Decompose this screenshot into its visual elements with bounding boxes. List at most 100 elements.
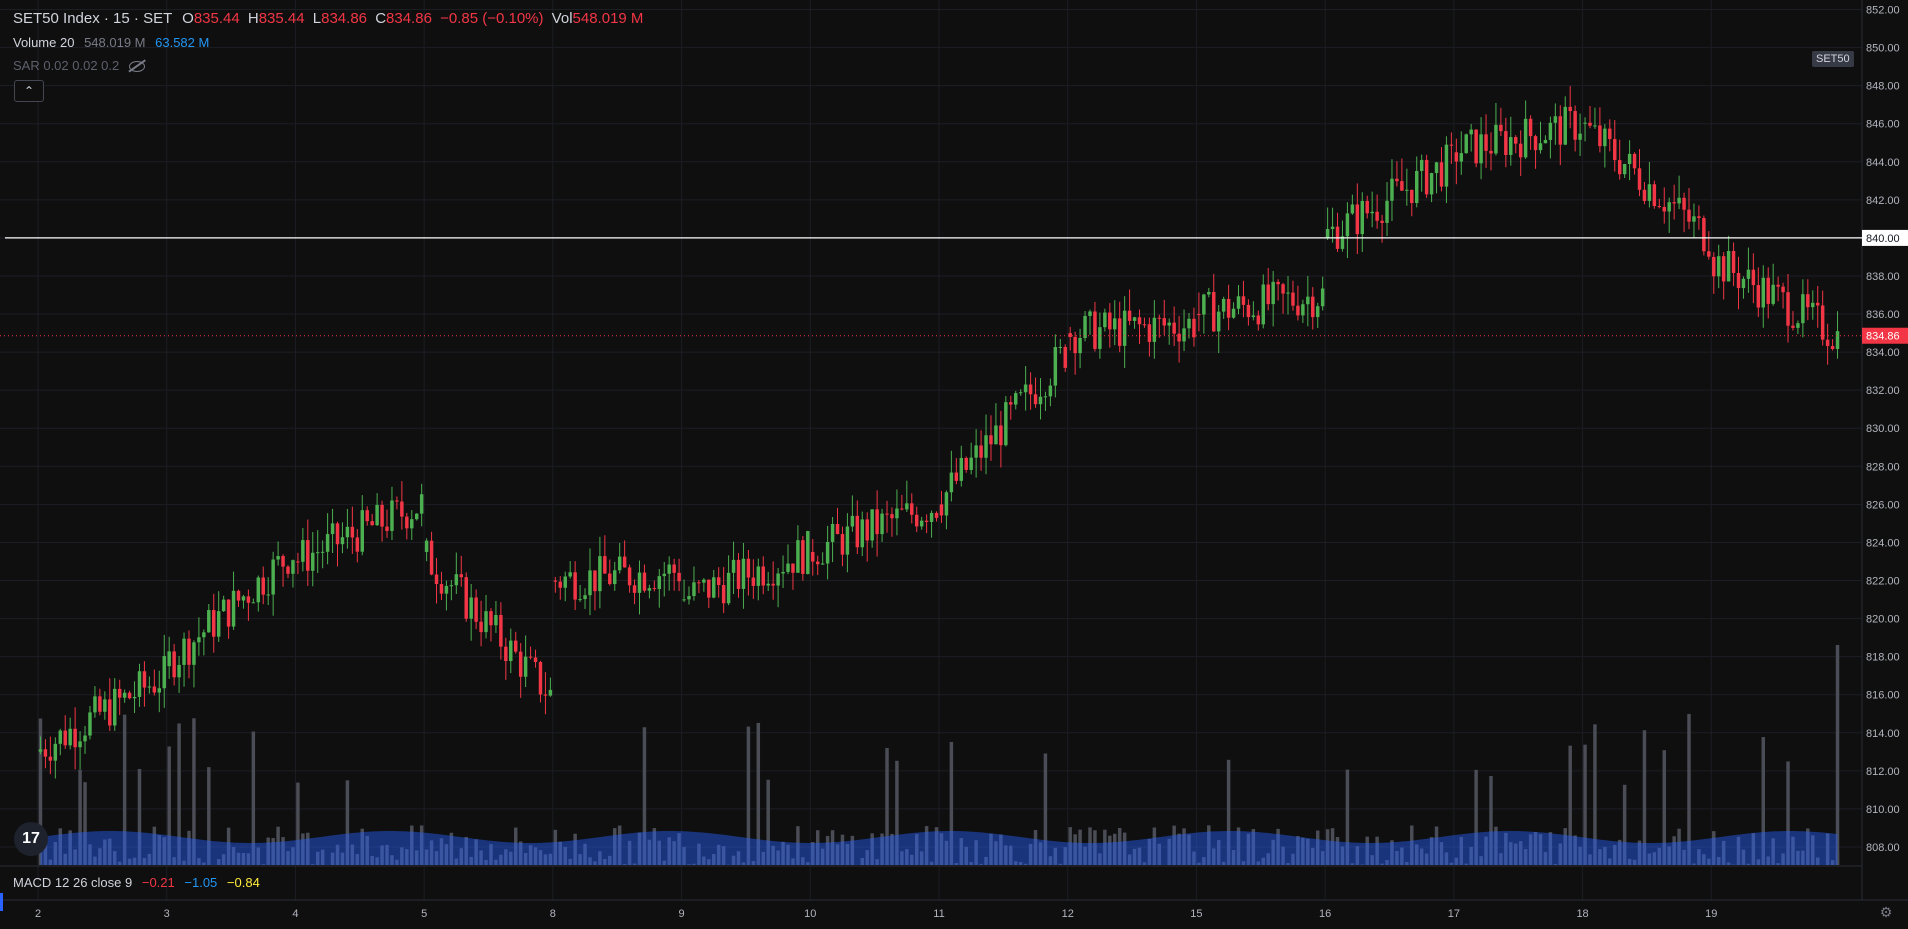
volume-bar bbox=[1375, 836, 1379, 865]
candle-body bbox=[1726, 250, 1731, 282]
candle-body bbox=[1459, 153, 1464, 162]
volume-bar bbox=[518, 841, 523, 865]
volume-bar bbox=[78, 769, 82, 865]
candle-body bbox=[1053, 347, 1058, 386]
candle-body bbox=[855, 515, 860, 548]
candle-body bbox=[1103, 312, 1107, 328]
candle-body bbox=[444, 585, 449, 594]
y-tick-label: 830.00 bbox=[1866, 423, 1900, 435]
candle-body bbox=[464, 577, 468, 619]
candle-body bbox=[1469, 129, 1473, 135]
candle-body bbox=[563, 576, 567, 588]
candle-body bbox=[1454, 152, 1459, 162]
candle-body bbox=[1068, 333, 1072, 337]
candle-body bbox=[830, 523, 835, 542]
symbol-title[interactable]: SET50 Index · 15 · SET bbox=[13, 10, 172, 27]
candle-body bbox=[246, 596, 251, 603]
volume-bar bbox=[1563, 828, 1567, 865]
macd-value: −0.21 bbox=[141, 875, 175, 890]
volume-bar bbox=[860, 857, 864, 865]
volume-bar bbox=[474, 839, 478, 865]
volume-bar bbox=[360, 828, 364, 865]
volume-bar bbox=[1023, 863, 1028, 865]
volume-bar bbox=[509, 851, 513, 865]
volume-bar bbox=[1053, 847, 1058, 865]
volume-bar bbox=[568, 858, 572, 865]
volume-bar bbox=[449, 832, 454, 865]
volume-bar bbox=[1009, 845, 1013, 865]
candle-body bbox=[419, 494, 424, 514]
candle-body bbox=[1825, 339, 1830, 347]
candle-body bbox=[1672, 202, 1676, 204]
candle-body bbox=[1751, 269, 1756, 286]
candle-body bbox=[93, 696, 97, 713]
volume-legend[interactable]: Volume 20 548.019 M 63.582 M bbox=[13, 35, 209, 50]
candle-body bbox=[964, 457, 968, 470]
volume-bar bbox=[108, 838, 112, 865]
volume-bar bbox=[340, 852, 345, 865]
volume-bar bbox=[870, 833, 874, 865]
collapse-legend-button[interactable]: ⌃ bbox=[14, 80, 44, 102]
volume-bar bbox=[905, 849, 909, 865]
candle-body bbox=[1385, 200, 1389, 223]
candle-body bbox=[489, 611, 493, 626]
candle-body bbox=[1137, 317, 1142, 325]
candle-body bbox=[1514, 137, 1518, 144]
candle-body bbox=[1172, 322, 1176, 334]
volume-bar bbox=[1207, 825, 1211, 865]
candle-body bbox=[1296, 305, 1300, 316]
volume-bar bbox=[578, 854, 582, 865]
volume-bar bbox=[885, 748, 889, 865]
volume-bar bbox=[1231, 850, 1236, 865]
volume-bar bbox=[241, 852, 246, 865]
y-tick-label: 810.00 bbox=[1866, 804, 1900, 816]
candle-body bbox=[1108, 312, 1112, 330]
candle-body bbox=[895, 508, 899, 519]
volume-bar bbox=[281, 837, 285, 865]
candle-body bbox=[1167, 322, 1171, 326]
volume-bar bbox=[1014, 861, 1018, 865]
candle-body bbox=[746, 558, 751, 578]
low-label: L bbox=[312, 10, 322, 27]
candle-body bbox=[905, 503, 909, 510]
tradingview-logo-icon[interactable]: 17 bbox=[14, 822, 48, 856]
candle-body bbox=[276, 556, 280, 560]
candle-body bbox=[261, 577, 265, 595]
candle-body bbox=[880, 513, 884, 535]
candle-body bbox=[1796, 323, 1800, 328]
eye-off-icon[interactable] bbox=[128, 61, 145, 73]
candle-body bbox=[1523, 118, 1528, 158]
volume-bar bbox=[702, 856, 706, 865]
candle-body bbox=[1736, 272, 1741, 289]
candle-body bbox=[1004, 402, 1008, 446]
volume-bar bbox=[865, 850, 869, 865]
candle-body bbox=[1593, 125, 1597, 127]
macd-legend[interactable]: MACD 12 26 close 9 −0.21 −1.05 −0.84 bbox=[13, 875, 260, 890]
volume-bar bbox=[890, 833, 894, 865]
candle-body bbox=[83, 735, 87, 742]
candle-body bbox=[1157, 317, 1162, 319]
volume-bar bbox=[573, 833, 577, 865]
candle-body bbox=[504, 646, 508, 662]
gear-icon[interactable]: ⚙ bbox=[1879, 904, 1893, 920]
candle-body bbox=[1038, 396, 1043, 405]
candle-body bbox=[1419, 159, 1424, 171]
y-tick-label: 816.00 bbox=[1866, 690, 1900, 702]
volume-bar bbox=[1801, 850, 1805, 865]
volume-bar bbox=[454, 858, 459, 865]
sar-legend[interactable]: SAR 0.02 0.02 0.2 bbox=[13, 58, 145, 73]
volume-bar bbox=[1276, 828, 1280, 865]
volume-bar bbox=[142, 857, 147, 865]
candle-body bbox=[142, 671, 147, 688]
x-tick-label: 11 bbox=[933, 908, 944, 920]
candle-body bbox=[900, 508, 904, 510]
volume-bar bbox=[390, 855, 394, 865]
candle-body bbox=[330, 523, 335, 535]
candle-body bbox=[390, 500, 394, 531]
candle-body bbox=[241, 596, 246, 601]
candle-body bbox=[1340, 236, 1345, 249]
volume-bar bbox=[771, 845, 775, 865]
volume-bar bbox=[276, 826, 280, 865]
